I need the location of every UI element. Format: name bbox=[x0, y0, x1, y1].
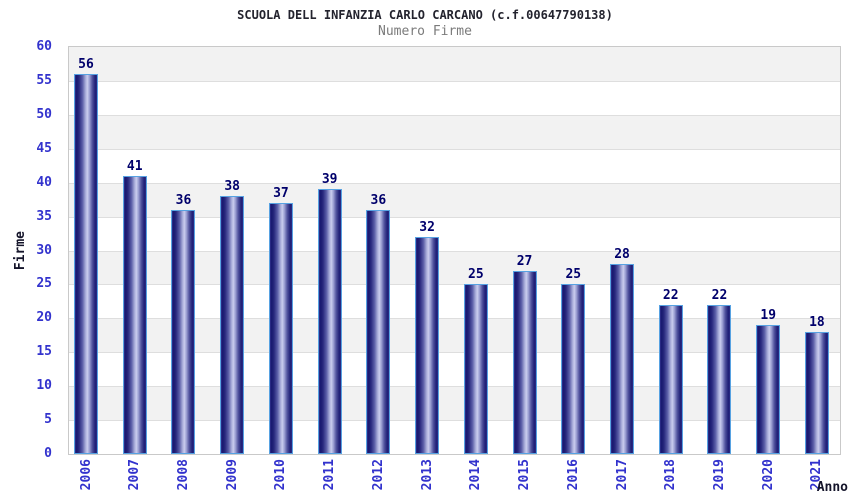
y-tick-label: 0 bbox=[44, 446, 52, 461]
bar-value-label: 41 bbox=[126, 158, 143, 174]
bar bbox=[658, 304, 683, 454]
gridline bbox=[69, 115, 840, 116]
x-tick-label: 2016 bbox=[564, 459, 582, 500]
bar-value-label: 19 bbox=[760, 308, 777, 324]
y-tick-label: 55 bbox=[36, 72, 52, 88]
bar-value-label: 27 bbox=[516, 253, 533, 269]
x-tick-label: 2017 bbox=[613, 459, 631, 500]
bar-value-label: 36 bbox=[370, 192, 387, 208]
y-tick-label: 5 bbox=[44, 412, 52, 428]
x-tick-label-text: 2006 bbox=[78, 459, 94, 491]
bar bbox=[366, 209, 391, 454]
x-tick-label: 2013 bbox=[418, 459, 436, 500]
x-tick-label-text: 2009 bbox=[224, 459, 240, 491]
x-tick-label: 2008 bbox=[174, 459, 192, 500]
y-tick-label: 45 bbox=[36, 140, 52, 156]
x-tick-label-text: 2010 bbox=[273, 459, 289, 491]
x-tick-label-text: 2018 bbox=[663, 459, 679, 491]
x-tick-label: 2018 bbox=[662, 459, 680, 500]
y-tick-label: 30 bbox=[36, 242, 52, 258]
bar bbox=[707, 304, 732, 454]
bar bbox=[171, 209, 196, 454]
plot-area: 56 41 36 38 37 39 36 32 25 27 25 28 22 22 19 18 bbox=[68, 46, 841, 455]
x-tick-label: 2020 bbox=[759, 459, 777, 500]
x-tick-label: 2007 bbox=[126, 459, 144, 500]
x-tick-label-text: 2016 bbox=[565, 459, 581, 491]
plot-band bbox=[69, 250, 840, 285]
bar bbox=[122, 175, 147, 454]
x-tick-label-text: 2014 bbox=[468, 459, 484, 491]
bar-value-label: 18 bbox=[809, 314, 825, 330]
bar bbox=[415, 236, 440, 454]
x-tick-label-text: 2015 bbox=[517, 459, 533, 491]
bar-value-label: 38 bbox=[224, 179, 241, 195]
bar bbox=[268, 203, 293, 454]
bar-value-label: 22 bbox=[662, 287, 679, 303]
gridline bbox=[69, 386, 840, 387]
bar-value-label: 36 bbox=[175, 192, 192, 208]
plot-band bbox=[69, 114, 840, 149]
x-axis-title: Anno bbox=[816, 480, 848, 495]
plot-band bbox=[69, 47, 840, 81]
bar bbox=[74, 74, 98, 454]
y-tick-label: 25 bbox=[36, 276, 52, 292]
y-tick-label: 35 bbox=[36, 208, 52, 224]
bar-value-label: 32 bbox=[419, 219, 435, 235]
bar-value-label: 56 bbox=[78, 57, 94, 73]
y-axis-title: Firme bbox=[10, 46, 30, 455]
x-tick-label: 2006 bbox=[77, 459, 95, 500]
bar-value-label: 39 bbox=[321, 172, 338, 188]
gridline bbox=[69, 81, 840, 82]
y-tick-label: 60 bbox=[36, 39, 52, 54]
x-tick-label: 2012 bbox=[369, 459, 387, 500]
y-tick-label: 20 bbox=[36, 310, 52, 326]
gridline bbox=[69, 183, 840, 184]
y-axis-title-text: Firme bbox=[12, 230, 28, 271]
bar bbox=[561, 284, 586, 454]
y-tick-label: 10 bbox=[36, 378, 52, 394]
bar bbox=[512, 270, 537, 454]
gridline bbox=[69, 149, 840, 150]
bar bbox=[317, 189, 342, 454]
x-tick-label: 2011 bbox=[321, 459, 339, 500]
y-tick-label: 40 bbox=[36, 174, 52, 190]
y-tick-label: 50 bbox=[36, 106, 52, 122]
x-tick-label-text: 2019 bbox=[711, 459, 727, 491]
plot-band bbox=[69, 182, 840, 217]
bar bbox=[610, 264, 635, 454]
bar-value-label: 37 bbox=[273, 186, 289, 202]
gridline bbox=[69, 420, 840, 421]
bar-value-label: 22 bbox=[711, 287, 728, 303]
gridline bbox=[69, 217, 840, 218]
x-tick-label-text: 2017 bbox=[614, 459, 630, 491]
bar bbox=[220, 196, 245, 454]
chart-title: SCUOLA DELL INFANZIA CARLO CARCANO (c.f.… bbox=[237, 8, 613, 22]
y-tick-label: 15 bbox=[36, 344, 52, 360]
x-tick-label-text: 2012 bbox=[370, 459, 386, 491]
x-tick-label: 2019 bbox=[710, 459, 728, 500]
bar-value-label: 28 bbox=[614, 247, 630, 263]
x-tick-label: 2014 bbox=[467, 459, 485, 500]
x-tick-label-text: 2020 bbox=[760, 459, 776, 491]
gridline bbox=[69, 251, 840, 252]
x-tick-label-text: 2013 bbox=[419, 459, 435, 491]
bar bbox=[463, 284, 488, 454]
x-tick-label-text: 2011 bbox=[322, 459, 338, 491]
gridline bbox=[69, 352, 840, 353]
chart-subtitle: Numero Firme bbox=[378, 24, 472, 39]
bar bbox=[804, 331, 829, 454]
bar-value-label: 25 bbox=[468, 267, 484, 283]
x-tick-label: 2015 bbox=[516, 459, 534, 500]
x-tick-label: 2010 bbox=[272, 459, 290, 500]
gridline bbox=[69, 318, 840, 319]
x-tick-label: 2009 bbox=[223, 459, 241, 500]
x-tick-label-text: 2007 bbox=[127, 459, 143, 491]
bar bbox=[756, 325, 781, 454]
x-tick-label-text: 2008 bbox=[175, 459, 191, 491]
gridline bbox=[69, 284, 840, 285]
bar-value-label: 25 bbox=[565, 267, 582, 283]
